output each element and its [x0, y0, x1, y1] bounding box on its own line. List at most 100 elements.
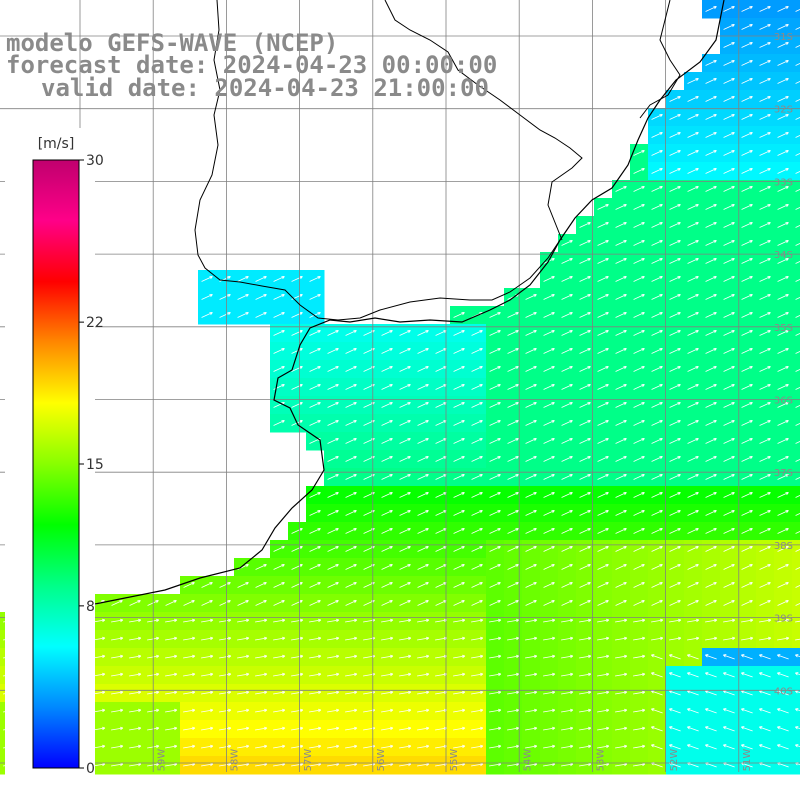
wind-arrow — [579, 581, 591, 588]
wind-arrow — [471, 545, 483, 552]
wind-arrow — [507, 690, 520, 695]
lon-label: 56W — [376, 749, 387, 772]
wind-arrow — [651, 401, 663, 408]
wind-arrow — [507, 401, 519, 408]
wind-arrow — [399, 563, 411, 570]
lat-label: 32S — [774, 105, 793, 116]
wind-arrow — [561, 275, 573, 282]
wind-arrow — [615, 347, 627, 354]
wind-arrow — [633, 419, 645, 426]
wind-arrow — [597, 383, 609, 390]
wind-arrow — [687, 726, 699, 732]
wind-arrow — [741, 167, 753, 174]
wind-arrow — [327, 473, 339, 480]
wind-arrow — [525, 473, 537, 480]
wind-arrow — [525, 545, 537, 552]
wind-arrow — [615, 618, 628, 623]
wind-arrow — [597, 509, 609, 516]
wind-arrow — [777, 5, 789, 12]
wind-arrow — [741, 744, 753, 750]
wind-arrow — [633, 311, 645, 318]
wind-cell — [792, 360, 800, 379]
wind-arrow — [759, 167, 771, 174]
wind-cell — [792, 72, 800, 91]
wind-arrow — [255, 726, 268, 731]
wind-arrow — [795, 459, 800, 462]
wind-arrow — [399, 401, 411, 408]
wind-arrow — [777, 77, 789, 84]
wind-arrow — [759, 347, 771, 354]
wind-arrow — [795, 513, 800, 516]
wind-arrow — [561, 654, 574, 659]
wind-arrows — [3, 5, 800, 768]
wind-arrow — [471, 563, 483, 570]
wind-arrow — [111, 636, 124, 641]
wind-arrow — [381, 419, 393, 426]
wind-arrow — [471, 672, 484, 677]
wind-arrow — [255, 672, 268, 677]
wind-cell — [792, 630, 800, 649]
wind-arrow — [183, 744, 196, 749]
wind-cell — [792, 342, 800, 361]
wind-arrow — [705, 77, 717, 84]
wind-arrow — [399, 672, 412, 677]
wind-arrow — [669, 708, 681, 714]
wind-arrow — [705, 113, 717, 120]
wind-arrow — [705, 618, 718, 623]
wind-arrow — [795, 99, 800, 102]
wind-cell — [792, 126, 800, 145]
wind-arrow — [273, 690, 286, 695]
wind-arrow — [543, 672, 556, 677]
wind-arrow — [633, 437, 645, 444]
wind-arrow — [705, 5, 717, 12]
wind-arrow — [327, 599, 339, 606]
wind-arrow — [795, 585, 800, 588]
wind-arrow — [507, 545, 519, 552]
wind-arrow — [651, 383, 663, 390]
wind-arrow — [687, 131, 699, 138]
wind-arrow — [471, 636, 484, 641]
wind-arrow — [489, 618, 502, 623]
wind-arrow — [597, 203, 609, 210]
wind-arrow — [669, 185, 681, 192]
wind-arrow — [723, 563, 735, 570]
wind-cell — [792, 378, 800, 397]
wind-arrow — [723, 636, 736, 641]
wind-arrow — [723, 401, 735, 408]
wind-arrow — [417, 491, 429, 498]
wind-arrow — [759, 239, 771, 246]
wind-arrow — [525, 293, 537, 300]
lon-label: 59W — [156, 749, 167, 772]
wind-arrow — [759, 203, 771, 210]
wind-arrow — [417, 654, 430, 659]
wind-arrow — [759, 23, 771, 30]
wind-arrow — [327, 618, 340, 623]
wind-arrow — [579, 690, 592, 695]
wind-arrow — [579, 744, 592, 749]
wind-arrow — [255, 311, 267, 318]
wind-arrow — [543, 491, 555, 498]
wind-arrow — [651, 185, 663, 192]
wind-arrow — [597, 437, 609, 444]
wind-arrow — [201, 636, 214, 641]
wind-arrow — [489, 726, 502, 731]
wind-arrow — [417, 672, 430, 677]
wind-arrow — [471, 419, 483, 426]
wind-arrow — [291, 654, 304, 659]
wind-arrow — [579, 726, 592, 731]
wind-arrow — [165, 708, 178, 713]
wind-arrow — [453, 563, 465, 570]
wind-arrow — [507, 347, 519, 354]
wind-arrow — [669, 113, 681, 120]
lat-label: 34S — [774, 250, 793, 261]
wind-arrow — [525, 581, 537, 588]
wind-arrow — [669, 654, 681, 660]
wind-arrow — [237, 654, 250, 659]
wind-arrow — [201, 599, 213, 606]
wind-arrow — [309, 726, 322, 731]
wind-arrow — [633, 473, 645, 480]
wind-arrow — [93, 672, 106, 677]
wind-arrow — [525, 347, 537, 354]
wind-arrow — [327, 581, 339, 588]
wind-arrow — [705, 581, 717, 588]
